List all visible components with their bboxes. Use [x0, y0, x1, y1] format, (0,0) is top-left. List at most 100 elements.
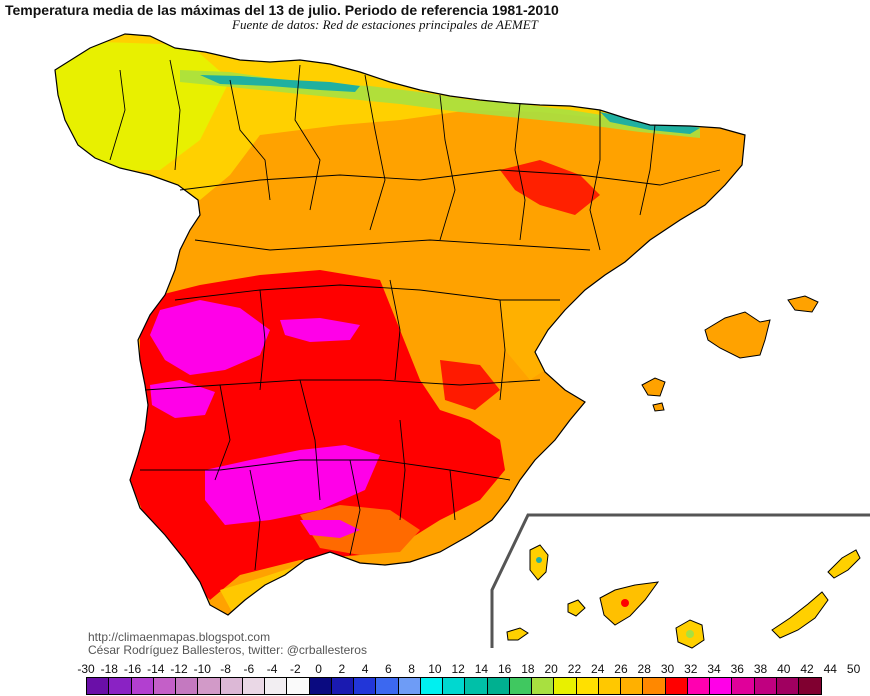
legend-tick-label: -12	[170, 662, 188, 676]
map-subtitle: Fuente de datos: Red de estaciones princ…	[232, 17, 538, 32]
legend-swatch	[376, 678, 399, 694]
legend-tick-label: 26	[614, 662, 628, 676]
island-fuerteventura	[771, 591, 829, 639]
legend-swatch	[532, 678, 555, 694]
legend-swatch	[153, 678, 176, 694]
legend-swatch	[398, 678, 421, 694]
la-palma-cool-spot	[536, 557, 542, 563]
legend-tick-label: 20	[544, 662, 558, 676]
legend-tick-label: 22	[567, 662, 582, 676]
island-menorca	[787, 295, 819, 313]
peninsula-outline	[54, 33, 746, 616]
legend-tick-label: 2	[338, 662, 346, 676]
province-boundaries	[109, 59, 721, 571]
legend-swatch	[198, 678, 221, 694]
legend-swatch	[665, 678, 688, 694]
credits: http://climaenmapas.blogspot.com César R…	[88, 631, 367, 657]
legend-tick-label: 50	[846, 662, 861, 676]
island-el-hierro	[506, 627, 529, 641]
legend-swatch	[621, 678, 644, 694]
legend-tick-label: -30	[77, 662, 95, 676]
legend-tick-label: 36	[730, 662, 744, 676]
legend-tick-label: -6	[243, 662, 255, 676]
legend-swatch	[242, 678, 265, 694]
blog-link[interactable]: http://climaenmapas.blogspot.com	[88, 630, 271, 644]
legend-swatch	[331, 678, 354, 694]
canary-islands	[506, 544, 861, 649]
island-tenerife	[599, 581, 660, 626]
zone-extreme-guadalquivir-low	[300, 520, 360, 538]
legend-swatch	[354, 678, 377, 694]
legend-tick-label: 6	[385, 662, 392, 676]
legend-tick-label: 38	[753, 662, 768, 676]
legend-tick-label: 18	[521, 662, 535, 676]
legend-tick-label: 30	[660, 662, 675, 676]
legend-tick-label: 16	[497, 662, 512, 676]
legend-swatch	[598, 678, 621, 694]
zone-hot-murcia	[440, 360, 500, 410]
peninsula	[55, 34, 745, 615]
legend-swatch	[131, 678, 154, 694]
legend-tick-label: 4	[361, 662, 369, 676]
legend-swatch	[776, 678, 799, 694]
color-legend: -30 -18 -16 -14 -12 -10 -8 -6 -4 -2 0 2 4 6 8 10 12 14 16 1…	[76, 662, 870, 696]
legend-tick-label: 32	[684, 662, 698, 676]
legend-swatch	[420, 678, 443, 694]
legend-tick-label: -4	[266, 662, 278, 676]
legend-swatch	[265, 678, 288, 694]
legend-tick-labels: -30 -18 -16 -14 -12 -10 -8 -6 -4 -2 0 2 4 6 8 10 12 14 16 1…	[76, 662, 870, 676]
legend-swatch	[287, 678, 310, 694]
legend-tick-label: -14	[147, 662, 165, 676]
legend-tick-label: 0	[315, 662, 322, 676]
legend-swatch	[176, 678, 199, 694]
legend-tick-label: 40	[777, 662, 791, 676]
legend-swatch	[109, 678, 132, 694]
legend-swatch	[465, 678, 488, 694]
legend-tick-label: -2	[289, 662, 301, 676]
island-formentera	[652, 402, 665, 412]
zone-extreme-guadalquivir	[205, 445, 380, 525]
island-mallorca	[704, 311, 771, 359]
legend-tick-label: -8	[220, 662, 231, 676]
legend-swatch	[487, 678, 510, 694]
teide-cool-spot	[621, 599, 629, 607]
gran-canaria-cool-spot	[686, 630, 694, 638]
legend-swatch	[710, 678, 733, 694]
map-title: Temperatura media de las máximas del 13 …	[5, 2, 559, 18]
legend-swatch	[509, 678, 532, 694]
legend-tick-label: 44	[823, 662, 837, 676]
legend-swatch	[754, 678, 777, 694]
legend-swatch	[554, 678, 577, 694]
legend-swatch	[87, 678, 110, 694]
zone-cool-peaks	[200, 75, 360, 92]
legend-tick-label: 14	[474, 662, 489, 676]
legend-swatch	[643, 678, 666, 694]
legend-tick-label: -18	[100, 662, 118, 676]
legend-tick-label: 34	[707, 662, 721, 676]
legend-tick-label: 8	[408, 662, 415, 676]
island-lanzarote	[827, 549, 861, 579]
canary-inset-frame	[490, 513, 870, 648]
legend-swatch	[309, 678, 332, 694]
zone-hot-ebro	[500, 160, 600, 215]
legend-swatch	[220, 678, 243, 694]
legend-swatch	[687, 678, 710, 694]
legend-color-bar	[86, 677, 823, 695]
island-ibiza	[641, 377, 666, 397]
zone-extreme-guadiana	[150, 380, 215, 418]
legend-swatch	[732, 678, 755, 694]
legend-swatch	[576, 678, 599, 694]
legend-swatch	[799, 678, 822, 694]
author-credit: César Rodríguez Ballesteros, twitter: @c…	[88, 643, 367, 657]
legend-tick-label: 12	[451, 662, 465, 676]
legend-tick-label: 24	[591, 662, 605, 676]
zone-extreme-extremadura	[150, 300, 270, 375]
legend-tick-label: -16	[123, 662, 142, 676]
island-la-gomera	[567, 599, 586, 617]
legend-swatch	[443, 678, 466, 694]
legend-tick-label: 42	[800, 662, 814, 676]
balearic-islands	[641, 295, 819, 412]
legend-tick-label: 28	[637, 662, 651, 676]
legend-tick-label: 10	[428, 662, 442, 676]
